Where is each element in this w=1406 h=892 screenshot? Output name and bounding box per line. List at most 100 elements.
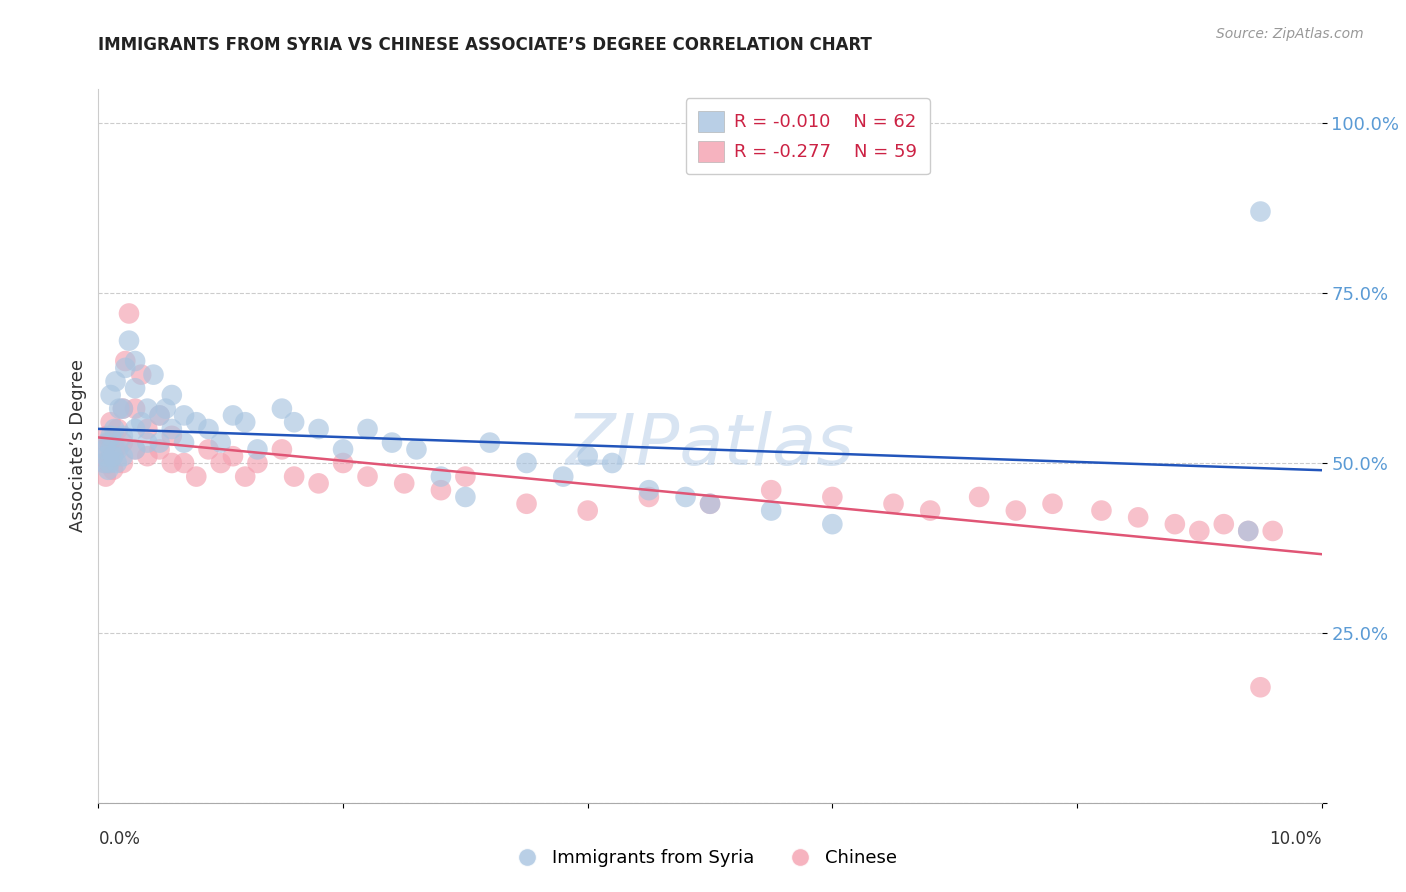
Point bbox=[149, 409, 172, 423]
Point bbox=[160, 422, 183, 436]
Point bbox=[821, 517, 844, 532]
Point bbox=[97, 463, 120, 477]
Point bbox=[233, 415, 256, 429]
Point bbox=[270, 442, 292, 457]
Point bbox=[111, 401, 134, 416]
Point bbox=[759, 503, 782, 517]
Point bbox=[576, 503, 599, 517]
Point bbox=[173, 435, 195, 450]
Point bbox=[142, 368, 165, 382]
Point bbox=[93, 456, 115, 470]
Point bbox=[699, 497, 721, 511]
Point bbox=[356, 422, 378, 436]
Point bbox=[1261, 524, 1284, 538]
Point bbox=[1164, 517, 1187, 532]
Point bbox=[637, 490, 661, 504]
Text: ZIPatlas: ZIPatlas bbox=[565, 411, 855, 481]
Point bbox=[173, 456, 195, 470]
Point bbox=[637, 483, 661, 498]
Point bbox=[107, 442, 129, 457]
Point bbox=[101, 463, 124, 477]
Point bbox=[160, 388, 183, 402]
Point bbox=[1237, 524, 1260, 538]
Point bbox=[283, 469, 305, 483]
Point bbox=[96, 435, 118, 450]
Point bbox=[516, 497, 538, 511]
Point bbox=[105, 456, 128, 470]
Point bbox=[129, 415, 152, 429]
Point bbox=[104, 375, 127, 389]
Point bbox=[100, 442, 122, 457]
Point bbox=[308, 422, 330, 436]
Point bbox=[699, 497, 721, 511]
Point bbox=[246, 456, 269, 470]
Point bbox=[883, 497, 905, 511]
Point bbox=[454, 469, 477, 483]
Point bbox=[1042, 497, 1064, 511]
Point bbox=[1128, 510, 1150, 524]
Point bbox=[101, 449, 124, 463]
Point bbox=[920, 503, 942, 517]
Point bbox=[576, 449, 599, 463]
Point bbox=[118, 334, 141, 348]
Point bbox=[186, 415, 208, 429]
Point bbox=[100, 429, 122, 443]
Point bbox=[332, 442, 354, 457]
Point bbox=[430, 483, 453, 498]
Point bbox=[149, 435, 172, 450]
Point bbox=[100, 449, 122, 463]
Point bbox=[516, 456, 538, 470]
Point bbox=[759, 483, 782, 498]
Point bbox=[381, 435, 404, 450]
Point bbox=[149, 442, 172, 457]
Point bbox=[111, 449, 134, 463]
Point bbox=[283, 415, 305, 429]
Point bbox=[100, 388, 122, 402]
Point bbox=[155, 401, 177, 416]
Point bbox=[675, 490, 697, 504]
Point bbox=[197, 422, 219, 436]
Point bbox=[209, 435, 232, 450]
Point bbox=[478, 435, 501, 450]
Point bbox=[332, 456, 354, 470]
Point bbox=[136, 449, 159, 463]
Point bbox=[107, 422, 129, 436]
Point bbox=[93, 456, 115, 470]
Point bbox=[103, 422, 125, 436]
Point bbox=[96, 429, 118, 443]
Text: Source: ZipAtlas.com: Source: ZipAtlas.com bbox=[1216, 27, 1364, 41]
Point bbox=[430, 469, 453, 483]
Point bbox=[233, 469, 256, 483]
Point bbox=[1237, 524, 1260, 538]
Text: 0.0%: 0.0% bbox=[98, 830, 141, 847]
Point bbox=[124, 354, 146, 368]
Point bbox=[118, 306, 141, 320]
Point bbox=[114, 354, 136, 368]
Legend: Immigrants from Syria, Chinese: Immigrants from Syria, Chinese bbox=[502, 842, 904, 874]
Point bbox=[108, 401, 131, 416]
Point bbox=[111, 456, 134, 470]
Text: 10.0%: 10.0% bbox=[1270, 830, 1322, 847]
Point bbox=[405, 442, 427, 457]
Text: IMMIGRANTS FROM SYRIA VS CHINESE ASSOCIATE’S DEGREE CORRELATION CHART: IMMIGRANTS FROM SYRIA VS CHINESE ASSOCIA… bbox=[98, 36, 872, 54]
Point bbox=[124, 422, 146, 436]
Point bbox=[94, 449, 117, 463]
Point bbox=[129, 368, 152, 382]
Point bbox=[93, 442, 115, 457]
Point bbox=[149, 409, 172, 423]
Point bbox=[124, 381, 146, 395]
Point bbox=[821, 490, 844, 504]
Point bbox=[270, 401, 292, 416]
Point bbox=[124, 442, 146, 457]
Point bbox=[111, 401, 134, 416]
Point bbox=[967, 490, 990, 504]
Point bbox=[94, 469, 117, 483]
Point bbox=[308, 476, 330, 491]
Point bbox=[111, 429, 134, 443]
Point bbox=[222, 409, 245, 423]
Point bbox=[186, 469, 208, 483]
Point bbox=[160, 456, 183, 470]
Legend: R = -0.010    N = 62, R = -0.277    N = 59: R = -0.010 N = 62, R = -0.277 N = 59 bbox=[686, 98, 931, 174]
Point bbox=[356, 469, 378, 483]
Point bbox=[222, 449, 245, 463]
